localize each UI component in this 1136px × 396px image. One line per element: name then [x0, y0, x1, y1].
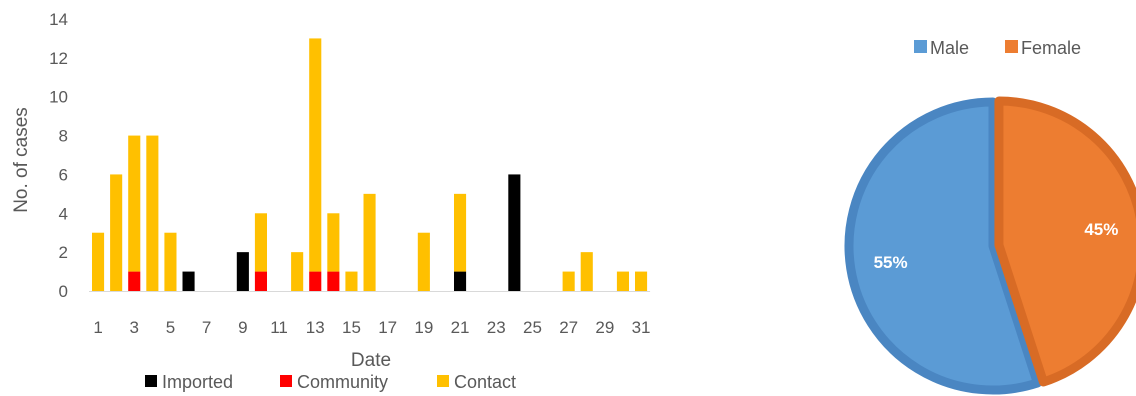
- pie-label-male: 55%: [874, 253, 908, 272]
- y-tick-label: 14: [49, 10, 68, 29]
- bar-contact-day-12: [291, 252, 304, 291]
- pie-legend-label-female: Female: [1021, 38, 1081, 58]
- x-tick-label: 7: [202, 318, 211, 337]
- pie-chart: 55% 45% Male Female: [844, 38, 1136, 395]
- bar-contact-day-28: [580, 252, 593, 291]
- y-tick-label: 10: [49, 88, 68, 107]
- y-tick-label: 12: [49, 49, 68, 68]
- bar-imported-day-24: [508, 174, 521, 291]
- pie-slice-male: [844, 97, 1042, 395]
- x-axis-title: Date: [351, 350, 391, 371]
- x-tick-label: 27: [559, 318, 578, 337]
- pie-legend-swatch-male: [914, 40, 927, 53]
- x-tick-label: 17: [378, 318, 397, 337]
- legend-swatch-community: [280, 375, 292, 387]
- bar-contact-day-27: [562, 271, 575, 291]
- y-tick-label: 6: [59, 165, 68, 184]
- bar-contact-day-30: [616, 271, 629, 291]
- pie-legend-swatch-female: [1005, 40, 1018, 53]
- pie-label-female: 45%: [1084, 220, 1118, 239]
- x-tick-label: 29: [595, 318, 614, 337]
- x-tick-label: 23: [487, 318, 506, 337]
- x-tick-label: 21: [451, 318, 470, 337]
- bar-community-day-14: [327, 271, 340, 291]
- x-tick-label: 15: [342, 318, 361, 337]
- bar-community-day-10: [254, 271, 267, 291]
- x-tick-label: 13: [306, 318, 325, 337]
- x-tick-label: 31: [632, 318, 651, 337]
- y-tick-label: 4: [59, 204, 68, 223]
- y-tick-label: 8: [59, 127, 68, 146]
- bar-contact-day-14: [327, 213, 340, 272]
- bar-contact-day-16: [363, 193, 376, 291]
- x-tick-label: 3: [130, 318, 139, 337]
- legend-label-community: Community: [297, 372, 388, 392]
- bar-contact-day-10: [254, 213, 267, 272]
- bar-contact-day-1: [92, 232, 105, 291]
- legend-swatch-imported: [145, 375, 157, 387]
- bar-contact-day-31: [635, 271, 648, 291]
- bar-contact-day-3: [128, 135, 141, 272]
- y-axis-title: No. of cases: [11, 107, 32, 213]
- y-tick-label: 0: [59, 282, 68, 301]
- bar-imported-day-21: [454, 271, 467, 291]
- x-tick-label: 19: [414, 318, 433, 337]
- bar-contact-day-2: [110, 174, 123, 291]
- bar-imported-day-6: [182, 271, 195, 291]
- bar-imported-day-9: [236, 252, 249, 291]
- pie-legend-label-male: Male: [930, 38, 969, 58]
- legend-swatch-contact: [437, 375, 449, 387]
- y-tick-label: 2: [59, 243, 68, 262]
- bar-contact-day-13: [309, 38, 322, 272]
- bar-contact-day-5: [164, 232, 177, 291]
- bar-contact-day-21: [454, 193, 467, 272]
- pie-slice-female: [994, 96, 1136, 387]
- legend-label-contact: Contact: [454, 372, 516, 392]
- x-tick-label: 25: [523, 318, 542, 337]
- x-tick-label: 1: [93, 318, 102, 337]
- x-tick-label: 9: [238, 318, 247, 337]
- legend-label-imported: Imported: [162, 372, 233, 392]
- bar-community-day-3: [128, 271, 141, 291]
- x-tick-label: 5: [166, 318, 175, 337]
- bar-contact-day-15: [345, 271, 358, 291]
- x-tick-label: 11: [270, 318, 288, 337]
- bar-contact-day-4: [146, 135, 159, 291]
- bar-community-day-13: [309, 271, 322, 291]
- bar-contact-day-19: [417, 232, 430, 291]
